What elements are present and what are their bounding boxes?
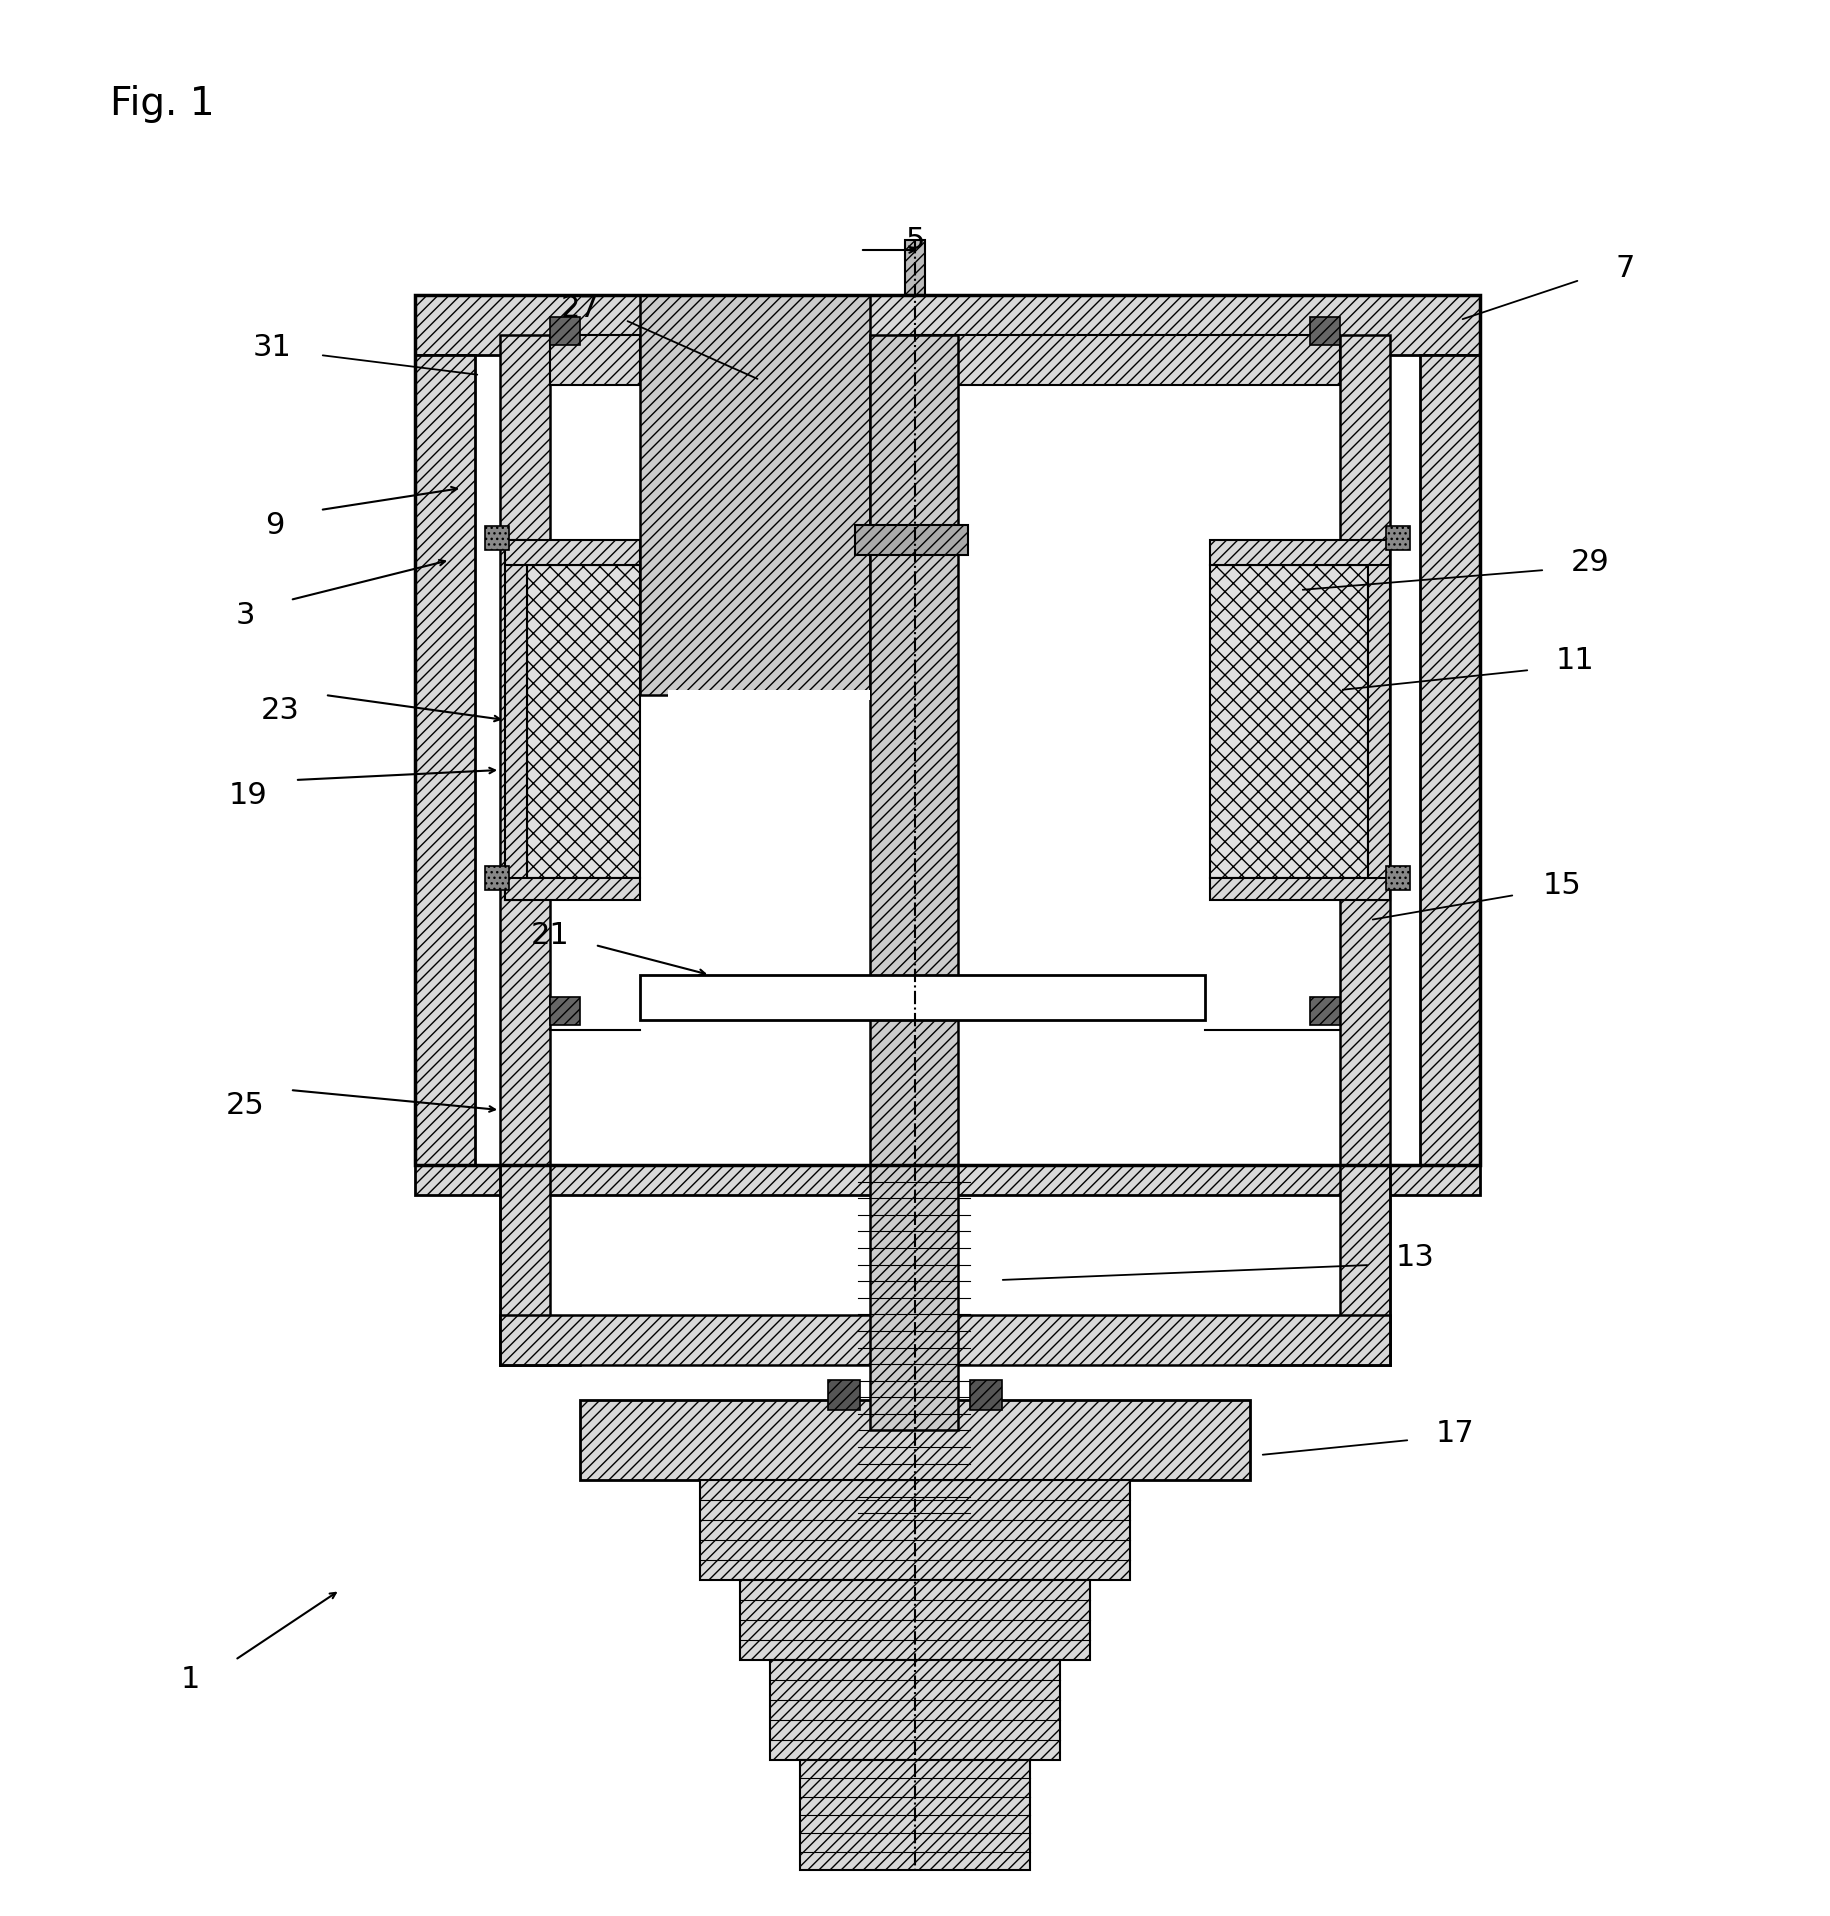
Text: 31: 31 bbox=[253, 333, 291, 362]
Bar bbox=[970, 1380, 1003, 1410]
Bar bbox=[551, 335, 640, 385]
Text: 7: 7 bbox=[1616, 253, 1634, 282]
Bar bbox=[1210, 565, 1369, 878]
Bar bbox=[701, 1479, 1129, 1581]
Text: 25: 25 bbox=[225, 1090, 264, 1119]
Text: 23: 23 bbox=[260, 696, 300, 724]
Bar bbox=[485, 527, 509, 550]
Bar bbox=[527, 565, 640, 878]
Bar bbox=[505, 878, 640, 901]
Bar bbox=[1385, 866, 1409, 891]
Text: 17: 17 bbox=[1435, 1418, 1475, 1447]
Bar bbox=[500, 1165, 551, 1364]
Bar bbox=[500, 1314, 1391, 1364]
Bar bbox=[906, 240, 924, 295]
Text: 29: 29 bbox=[1570, 548, 1609, 577]
Bar bbox=[415, 295, 1480, 354]
Bar bbox=[485, 866, 509, 891]
Text: 1: 1 bbox=[181, 1665, 199, 1694]
Text: 15: 15 bbox=[1543, 870, 1581, 899]
Bar bbox=[505, 540, 640, 565]
Bar bbox=[1340, 335, 1391, 1165]
Text: 5: 5 bbox=[906, 226, 924, 255]
Text: 21: 21 bbox=[531, 920, 569, 950]
Bar bbox=[800, 1761, 1030, 1870]
Bar bbox=[739, 1581, 1091, 1659]
Bar bbox=[500, 335, 551, 1165]
Bar bbox=[1340, 1165, 1391, 1364]
Bar bbox=[900, 335, 1340, 385]
Text: Fig. 1: Fig. 1 bbox=[110, 84, 214, 123]
Bar bbox=[1210, 540, 1391, 565]
Bar bbox=[1369, 540, 1391, 901]
Text: 13: 13 bbox=[1396, 1243, 1435, 1272]
Bar bbox=[415, 354, 476, 1165]
Bar bbox=[580, 1401, 1250, 1479]
Bar bbox=[505, 540, 527, 901]
Bar bbox=[640, 975, 1204, 1019]
Text: 11: 11 bbox=[1556, 646, 1594, 674]
Bar bbox=[415, 1165, 1480, 1196]
Bar bbox=[551, 316, 580, 345]
Text: 9: 9 bbox=[265, 510, 285, 540]
Text: 19: 19 bbox=[229, 780, 267, 809]
Bar bbox=[640, 295, 869, 696]
Text: 3: 3 bbox=[236, 600, 254, 630]
Bar bbox=[1385, 527, 1409, 550]
Bar bbox=[476, 354, 1420, 1165]
Bar bbox=[1210, 878, 1391, 901]
Bar bbox=[869, 335, 957, 1429]
Bar bbox=[415, 295, 1480, 1165]
Bar bbox=[668, 690, 869, 699]
Bar bbox=[855, 525, 968, 556]
Bar bbox=[770, 1659, 1060, 1761]
Bar bbox=[1310, 316, 1340, 345]
Bar bbox=[1420, 354, 1480, 1165]
Bar bbox=[827, 1380, 860, 1410]
Text: 27: 27 bbox=[560, 293, 600, 322]
Bar bbox=[1310, 996, 1340, 1025]
Bar bbox=[551, 996, 580, 1025]
